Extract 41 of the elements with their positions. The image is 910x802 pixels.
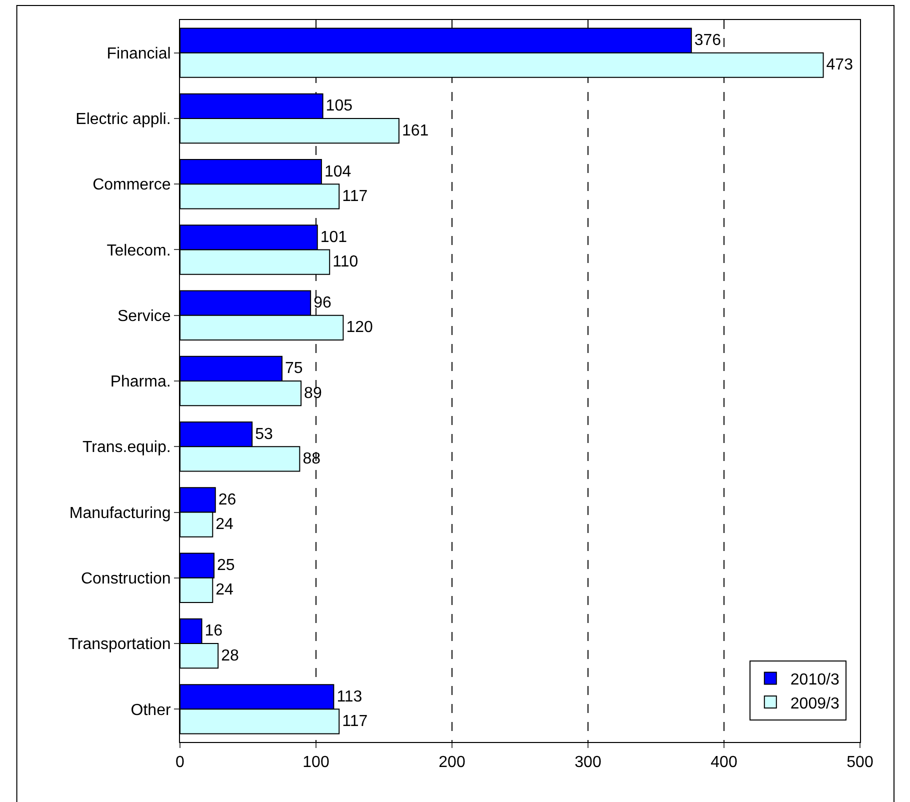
data-label: 88	[302, 450, 321, 468]
data-label: 28	[221, 647, 239, 664]
data-label: 75	[285, 360, 303, 378]
data-label: 104	[324, 163, 352, 180]
data-label: 16	[204, 622, 223, 640]
y-tick-label: Transportation	[68, 636, 171, 654]
data-label: 113	[336, 688, 362, 706]
legend-label: 2010/3	[790, 671, 840, 688]
data-label: 376	[694, 32, 722, 50]
data-label: 161	[402, 122, 429, 140]
y-tick-label: Other	[130, 702, 172, 719]
y-tick-label: Commerce	[92, 176, 171, 194]
data-label: 25	[217, 557, 235, 574]
y-tick-label: Service	[117, 308, 171, 325]
y-tick-label: Trans.equip.	[82, 439, 171, 456]
data-label: 101	[320, 228, 348, 246]
x-tick-label: 0	[176, 754, 185, 772]
data-label: 53	[255, 426, 273, 443]
y-tick-label: Manufacturing	[69, 504, 171, 522]
x-tick-label: 300	[574, 754, 602, 772]
x-tick-label: 500	[846, 754, 874, 772]
data-label: 117	[342, 188, 368, 205]
legend-label: 2009/3	[790, 695, 840, 712]
y-tick-label: Electric appli.	[76, 111, 171, 128]
data-label: 24	[216, 516, 234, 534]
x-tick-label: 100	[302, 754, 330, 772]
data-label: 473	[826, 56, 854, 74]
x-tick-label: 200	[438, 754, 466, 772]
data-label: 89	[304, 384, 322, 402]
data-label: 105	[326, 98, 353, 115]
data-label: 117	[342, 712, 368, 730]
data-label: 120	[346, 319, 373, 336]
data-label: 24	[216, 582, 234, 599]
y-tick-label: Construction	[80, 570, 171, 588]
y-tick-label: Financial	[106, 45, 171, 62]
x-tick-label: 400	[710, 754, 738, 772]
y-tick-label: Telecom.	[106, 242, 171, 260]
data-label: 110	[332, 254, 358, 271]
y-tick-label: Pharma.	[110, 374, 171, 391]
data-label: 96	[314, 294, 332, 312]
data-label: 26	[218, 491, 236, 508]
